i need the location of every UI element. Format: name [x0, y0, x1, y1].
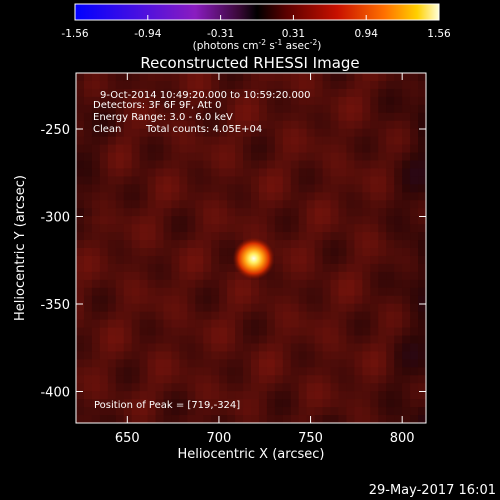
plot-timestamp: 29-May-2017 16:01: [369, 483, 496, 498]
colorbar-tick-label: 1.56: [427, 28, 451, 40]
total-counts-annotation: Total counts: 4.05E+04: [145, 124, 262, 135]
y-axis-title: Heliocentric Y (arcsec): [13, 175, 28, 321]
x-tick-label: 650: [115, 431, 140, 446]
x-axis-title: Heliocentric X (arcsec): [178, 447, 325, 462]
heatmap-image: [76, 73, 426, 423]
colorbar-unit-label: (photons cm-2 s-1 asec-2): [193, 38, 322, 52]
peak-position-annotation: Position of Peak = [719,-324]: [94, 400, 240, 411]
y-axis: -250 -300 -350 -400: [40, 123, 426, 401]
time-range-annotation: 9-Oct-2014 10:49:20.000 to 10:59:20.000: [100, 90, 311, 101]
x-tick-label: 800: [390, 431, 415, 446]
colorbar-ticks: -1.56 -0.94 -0.31 0.31 0.94 1.56: [61, 15, 451, 40]
flare-source: [232, 237, 275, 280]
x-tick-label: 700: [207, 431, 232, 446]
x-tick-label: 750: [298, 431, 323, 446]
clean-annotation: Clean: [93, 124, 121, 135]
colorbar-tick-label: 0.31: [282, 28, 305, 40]
y-tick-label: -250: [40, 123, 70, 138]
y-tick-label: -350: [40, 298, 70, 313]
detectors-annotation: Detectors: 3F 6F 9F, Att 0: [93, 100, 221, 111]
y-tick-label: -400: [40, 386, 70, 401]
x-axis: 650 700 750 800: [115, 73, 415, 446]
colorbar: [74, 3, 440, 21]
plot-frame: [75, 72, 427, 424]
energy-range-annotation: Energy Range: 3.0 - 6.0 keV: [93, 112, 233, 123]
colorbar-tick-label: -0.31: [207, 28, 234, 40]
colorbar-tick-label: 0.94: [355, 28, 379, 40]
colorbar-tick-label: -0.94: [134, 28, 161, 40]
y-tick-label: -300: [40, 211, 70, 226]
chart-title: Reconstructed RHESSI Image: [140, 54, 359, 72]
colorbar-tick-label: -1.56: [61, 28, 88, 40]
